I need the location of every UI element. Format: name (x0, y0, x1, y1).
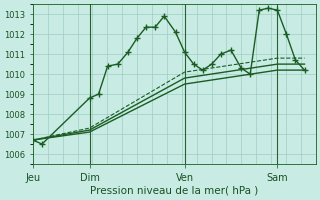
X-axis label: Pression niveau de la mer( hPa ): Pression niveau de la mer( hPa ) (90, 186, 259, 196)
